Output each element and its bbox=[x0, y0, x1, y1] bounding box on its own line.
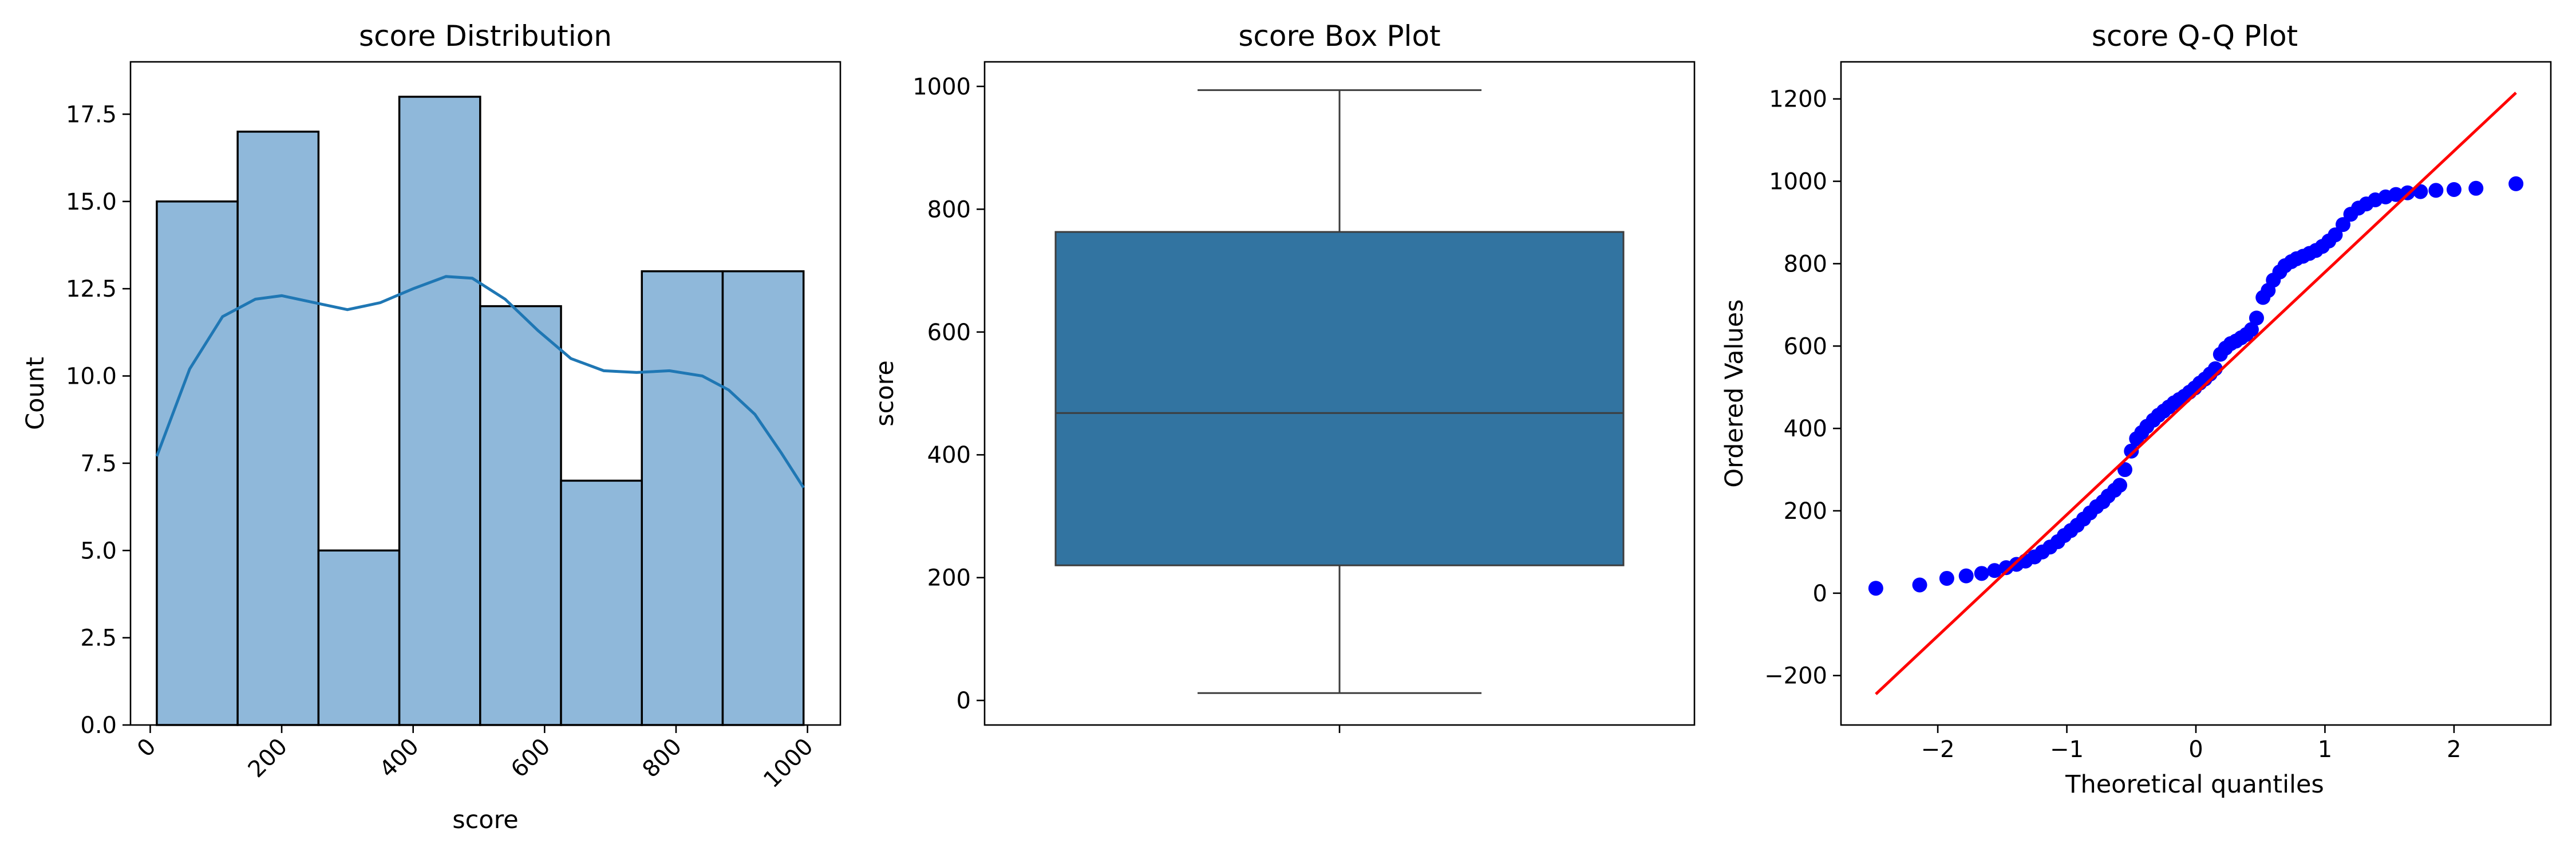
qq-plot-title: score Q-Q Plot bbox=[2092, 19, 2298, 53]
qq-plot-y-tick-label: 800 bbox=[1784, 251, 1827, 277]
boxplot-y-tick-label: 0 bbox=[957, 688, 971, 714]
qq-point bbox=[1958, 568, 1974, 584]
qq-point bbox=[1868, 581, 1883, 596]
qq-plot-y-ticks: −200 0 200 400 600 800 1000 1200 bbox=[1764, 86, 1841, 689]
qq-point bbox=[2428, 183, 2444, 198]
boxplot-y-axis-label: score bbox=[871, 360, 899, 427]
histogram-y-tick-label: 2.5 bbox=[80, 625, 117, 652]
histogram-y-ticks: 0.0 2.5 5.0 7.5 10.0 12.5 15.0 17.5 bbox=[66, 101, 131, 739]
qq-plot-y-tick-label: 600 bbox=[1784, 333, 1827, 360]
qq-plot-y-tick-label: 400 bbox=[1784, 416, 1827, 442]
qq-point bbox=[2336, 217, 2351, 233]
qq-plot-x-tick-label: −2 bbox=[1921, 736, 1955, 763]
histogram-bar bbox=[317, 549, 401, 726]
boxplot-y-tick-label: 800 bbox=[927, 196, 971, 223]
qq-point bbox=[2446, 182, 2462, 197]
histogram-bar bbox=[479, 305, 562, 726]
qq-point bbox=[2243, 322, 2259, 337]
qq-point bbox=[2117, 462, 2132, 478]
qq-point bbox=[2468, 180, 2484, 196]
histogram-axes-frame bbox=[129, 61, 841, 726]
boxplot-y-tick-label: 600 bbox=[927, 320, 971, 346]
histogram-bar bbox=[398, 96, 481, 726]
qq-plot-x-tick-label: 1 bbox=[2318, 736, 2332, 763]
qq-plot-y-tick-label: 0 bbox=[1813, 581, 1827, 607]
kde-curve bbox=[155, 275, 805, 488]
qq-plot-y-tick-label: −200 bbox=[1764, 663, 1827, 689]
boxplot-y-tick-label: 200 bbox=[927, 565, 971, 592]
qq-plot-y-tick-label: 200 bbox=[1784, 498, 1827, 525]
qq-plot-panel: score Q-Q Plot −2 −1 0 1 2 −200 0 200 400 600 800… bbox=[1720, 19, 2552, 799]
qq-plot-x-tick-label: 2 bbox=[2447, 736, 2461, 763]
qq-point bbox=[1987, 563, 2002, 578]
boxplot-panel: score Box Plot 0 200 400 600 800 1000 score bbox=[871, 19, 1696, 733]
histogram-bars bbox=[156, 96, 805, 726]
qq-point bbox=[1939, 570, 1954, 586]
qq-plot-y-axis-label: Ordered Values bbox=[1720, 299, 1749, 487]
boxplot-y-ticks: 0 200 400 600 800 1000 bbox=[912, 74, 985, 714]
histogram-bar bbox=[236, 131, 320, 726]
qq-plot-y-tick-label: 1000 bbox=[1769, 169, 1827, 195]
histogram-y-tick-label: 0.0 bbox=[80, 712, 117, 739]
qq-plot-x-axis-label: Theoretical quantiles bbox=[2065, 770, 2324, 799]
boxplot-y-tick-label: 1000 bbox=[912, 74, 971, 100]
histogram-bar bbox=[641, 270, 724, 726]
interquartile-box bbox=[1054, 231, 1625, 566]
qq-point bbox=[2124, 443, 2139, 459]
histogram-y-tick-label: 10.0 bbox=[66, 364, 117, 390]
qq-reference-line bbox=[1875, 92, 2517, 695]
histogram-x-axis-label: score bbox=[452, 806, 519, 834]
qq-plot-y-tick-label: 1200 bbox=[1769, 86, 1827, 113]
histogram-panel: score Distribution 0 200 400 600 800 1000 0.0… bbox=[21, 19, 841, 834]
qq-plot-x-tick-label: −1 bbox=[2050, 736, 2084, 763]
histogram-y-axis-label: Count bbox=[21, 357, 50, 430]
qq-point bbox=[2508, 176, 2524, 191]
histogram-bar bbox=[156, 200, 239, 726]
qq-plot-x-ticks: −2 −1 0 1 2 bbox=[1921, 725, 2462, 763]
qq-point bbox=[1974, 566, 1989, 581]
histogram-y-tick-label: 17.5 bbox=[66, 101, 117, 128]
qq-points bbox=[1868, 176, 2524, 596]
histogram-y-tick-label: 7.5 bbox=[80, 451, 117, 477]
qq-plot-x-tick-label: 0 bbox=[2188, 736, 2203, 763]
histogram-bar bbox=[560, 479, 643, 726]
qq-point bbox=[2328, 227, 2343, 243]
boxplot-title: score Box Plot bbox=[1238, 19, 1440, 53]
histogram-y-tick-label: 5.0 bbox=[80, 538, 117, 564]
histogram-y-tick-label: 12.5 bbox=[66, 276, 117, 302]
histogram-y-tick-label: 15.0 bbox=[66, 189, 117, 215]
qq-point bbox=[2388, 187, 2404, 202]
qq-point bbox=[1912, 577, 1927, 593]
histogram-title: score Distribution bbox=[359, 19, 612, 53]
qq-point bbox=[2112, 478, 2127, 493]
qq-point bbox=[2249, 310, 2264, 326]
boxplot-y-tick-label: 400 bbox=[927, 442, 971, 468]
histogram-bar bbox=[721, 270, 805, 726]
